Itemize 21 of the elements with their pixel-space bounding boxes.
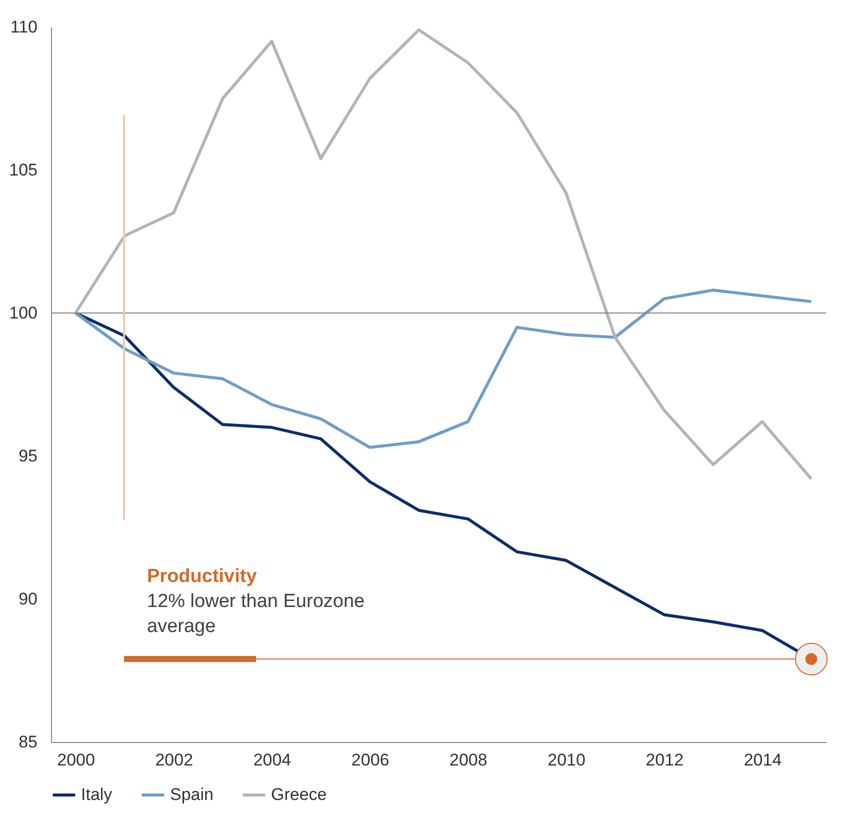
x-tick-label: 2002 xyxy=(155,750,194,770)
annotation: Productivity xyxy=(147,566,258,587)
legend-label: Italy xyxy=(81,785,113,804)
y-tick-label: 105 xyxy=(9,160,38,180)
x-tick-label: 2004 xyxy=(253,750,292,770)
x-tick-label: 2008 xyxy=(450,750,488,770)
legend-label: Greece xyxy=(271,785,327,804)
y-tick-label: 110 xyxy=(10,18,38,36)
x-tick-label: 2010 xyxy=(548,750,586,770)
x-tick-label: 2000 xyxy=(57,750,95,770)
y-tick-label: 90 xyxy=(18,590,38,608)
x-tick-label: 2012 xyxy=(646,750,684,770)
line-series xyxy=(74,28,813,480)
y-tick-label: 85 xyxy=(18,732,38,752)
legend-label: Spain xyxy=(170,785,214,804)
x-tick-label: 2014 xyxy=(744,750,782,770)
line-series xyxy=(74,288,813,449)
x-tick-label: 2006 xyxy=(351,750,390,770)
y-tick-label: 95 xyxy=(18,446,38,466)
annotation: 12% lower than Eurozone average xyxy=(147,591,365,637)
y-tick-label: 100 xyxy=(9,304,38,322)
